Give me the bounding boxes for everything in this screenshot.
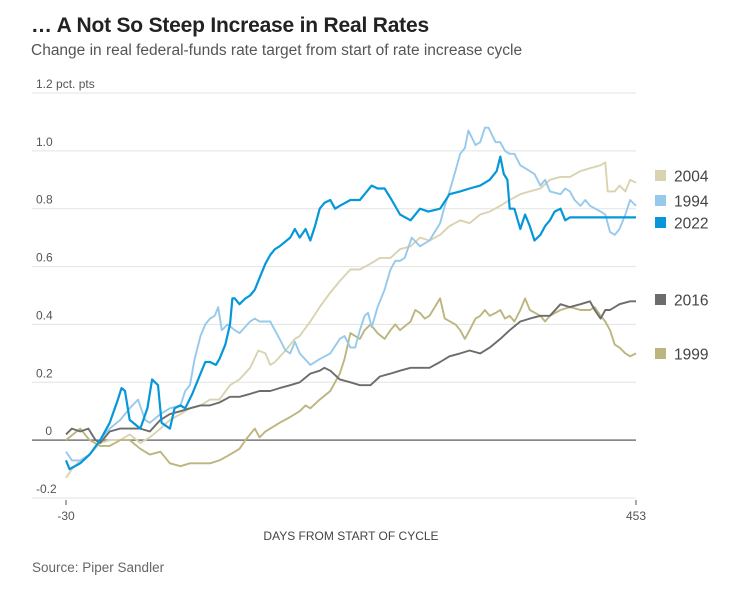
legend-swatch	[655, 348, 666, 359]
y-tick-label: 0.2	[36, 366, 53, 380]
legend-label: 2004	[674, 169, 709, 186]
legend-swatch	[655, 294, 666, 305]
y-tick-label: 0.8	[36, 193, 53, 207]
series-line-2016	[65, 300, 636, 444]
legend-swatch	[655, 195, 666, 206]
x-tick-label: -30	[57, 509, 75, 523]
y-tick-label: 0.4	[36, 308, 53, 322]
y-tick-label: -0.2	[36, 482, 57, 496]
legend-item-2004: 2004	[655, 169, 709, 186]
source-note: Source: Piper Sandler	[32, 560, 165, 575]
gridlines	[32, 92, 636, 499]
series-lines	[64, 126, 637, 479]
x-axis: -30 453	[57, 500, 646, 523]
y-tick-label: 1.2 pct. pts	[36, 77, 95, 91]
legend-swatch	[655, 217, 666, 228]
chart-title: … A Not So Steep Increase in Real Rates	[31, 14, 429, 37]
x-axis-title: DAYS FROM START OF CYCLE	[263, 529, 438, 543]
y-tick-label: 0.6	[36, 251, 53, 265]
y-axis-labels: 1.2 pct. pts 1.0 0.8 0.6 0.4 0.2 0 -0.2	[36, 77, 95, 496]
series-line-1994	[65, 126, 637, 462]
legend-label: 1994	[674, 194, 709, 211]
y-tick-label: 1.0	[36, 135, 53, 149]
chart-subtitle: Change in real federal-funds rate target…	[31, 42, 523, 59]
legend-item-2016: 2016	[655, 293, 708, 310]
legend-label: 2016	[674, 293, 708, 310]
legend-item-1994: 1994	[655, 194, 709, 211]
legend-item-1999: 1999	[655, 347, 708, 364]
y-tick-label: 0	[45, 424, 52, 438]
legend-item-2022: 2022	[655, 216, 708, 233]
legend: 2004 1994 2022 2016 1999	[655, 169, 709, 364]
x-tick-label: 453	[626, 509, 646, 523]
legend-swatch	[655, 170, 666, 181]
legend-label: 1999	[674, 347, 708, 364]
series-line-2022	[64, 155, 636, 471]
legend-label: 2022	[674, 216, 708, 233]
series-line-1999	[65, 297, 637, 468]
